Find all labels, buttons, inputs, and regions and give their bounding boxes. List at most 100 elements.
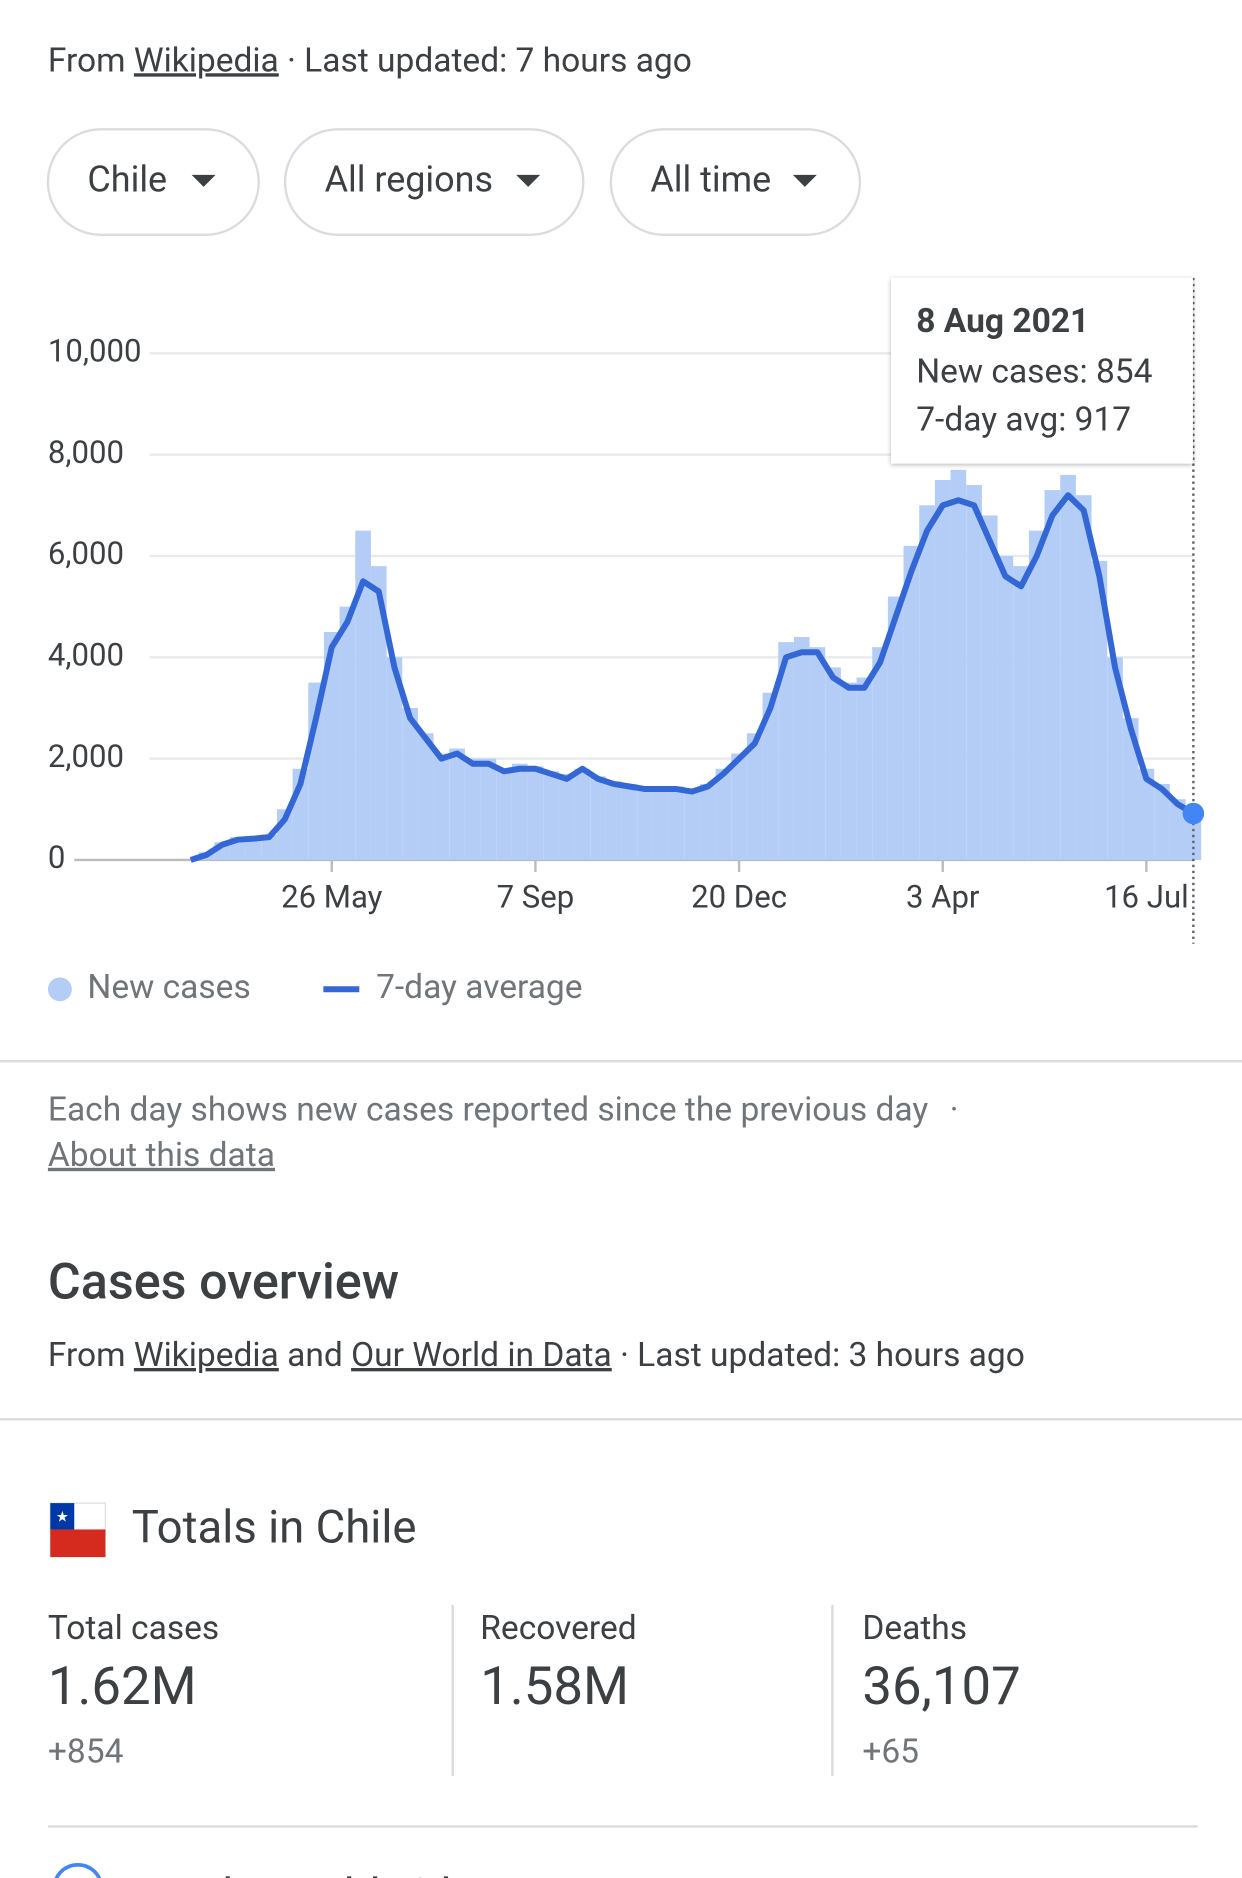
bar xyxy=(496,768,512,860)
stat-change: +65 xyxy=(862,1732,919,1771)
flag-star: ★ xyxy=(56,1508,69,1525)
bar xyxy=(793,637,810,860)
bar xyxy=(1122,718,1139,860)
legend-dot xyxy=(47,977,72,1002)
text: From xyxy=(48,41,126,80)
bar xyxy=(574,768,591,860)
source-line: From Wikipedia · Last updated: 7 hours a… xyxy=(48,41,692,80)
totals-title: Totals in Chile xyxy=(132,1502,417,1555)
bar xyxy=(652,789,669,860)
stat-label: Recovered xyxy=(480,1609,636,1648)
bar xyxy=(1075,495,1092,860)
bar xyxy=(511,763,528,860)
filter-label: Chile xyxy=(87,159,167,201)
hover-dot xyxy=(1182,802,1205,825)
average-line xyxy=(189,492,1195,863)
link[interactable]: Our World in Data xyxy=(351,1336,612,1375)
text: · Last updated: 7 hours ago xyxy=(287,41,692,80)
bar xyxy=(950,469,967,860)
flag-blue xyxy=(50,1503,75,1530)
legend-label: New cases xyxy=(87,968,250,1007)
next-title: Totals worldwide xyxy=(132,1869,476,1878)
separator: · xyxy=(950,1090,959,1129)
y-tick-label: 10,000 xyxy=(48,333,142,370)
x-tick-label: 3 Apr xyxy=(906,879,980,916)
link[interactable]: Wikipedia xyxy=(134,41,279,80)
bar xyxy=(637,786,653,860)
x-tick-label: 16 Jul xyxy=(1104,879,1189,916)
y-tick-label: 2,000 xyxy=(48,738,124,775)
bar xyxy=(715,768,732,860)
bar xyxy=(668,786,685,860)
x-tick-label: 26 May xyxy=(281,879,383,916)
bar xyxy=(370,566,387,860)
dropdown-arrow xyxy=(792,174,817,187)
link[interactable]: About this data xyxy=(48,1136,275,1175)
source-line: From Wikipedia and Our World in Data · L… xyxy=(48,1336,1025,1375)
bar xyxy=(981,515,998,860)
filter-chip[interactable] xyxy=(609,128,862,236)
bar xyxy=(558,773,575,860)
bar xyxy=(919,505,935,860)
x-tick-label: 7 Sep xyxy=(497,879,575,916)
y-tick-label: 4,000 xyxy=(48,637,124,674)
bar xyxy=(856,677,873,860)
note: Each day shows new cases reported since … xyxy=(48,1090,959,1129)
filter-label: All time xyxy=(650,159,771,201)
stats: Total cases 1.62M +854 Recovered 1.58M Deaths… xyxy=(48,1609,1021,1771)
bar xyxy=(966,485,982,860)
bar xyxy=(1028,530,1045,860)
bar xyxy=(621,783,638,860)
bar xyxy=(1185,816,1202,860)
stat-value: 36,107 xyxy=(862,1655,1020,1717)
bar xyxy=(590,776,606,860)
text: · Last updated: 3 hours ago xyxy=(620,1336,1025,1375)
x-tick-label: 20 Dec xyxy=(691,879,787,916)
bar xyxy=(1154,783,1170,860)
bar xyxy=(684,789,700,860)
bar xyxy=(809,647,826,860)
chart: 0 2,000 4,000 6,000 8,000 10,000 26 May 7 Sep 20… xyxy=(47,277,1205,1007)
bar xyxy=(762,692,779,860)
link[interactable]: Wikipedia xyxy=(134,1336,279,1375)
bar xyxy=(339,606,356,860)
bar xyxy=(449,748,465,860)
bar xyxy=(872,647,888,860)
bar xyxy=(245,838,262,860)
text: and xyxy=(287,1336,343,1375)
bar xyxy=(433,753,450,860)
bar xyxy=(543,771,559,860)
bar xyxy=(778,642,794,860)
bar xyxy=(402,707,418,860)
stat-label: Total cases xyxy=(48,1609,219,1648)
bar xyxy=(480,758,497,860)
bar xyxy=(1138,768,1155,860)
bar xyxy=(699,783,716,860)
bar xyxy=(1169,799,1186,860)
bar xyxy=(386,657,403,860)
bar xyxy=(825,667,841,860)
bar xyxy=(840,682,857,860)
bar xyxy=(417,733,434,860)
filter-chip[interactable] xyxy=(46,128,260,236)
bar xyxy=(731,753,747,860)
bar xyxy=(1091,561,1108,860)
filter-label: All regions xyxy=(325,159,493,201)
filters: Chile All regions All time xyxy=(46,128,862,236)
bar xyxy=(355,530,371,860)
tooltip-title: 8 Aug 2021 xyxy=(916,302,1089,341)
bar xyxy=(1044,490,1061,860)
filter-chip[interactable] xyxy=(283,128,585,236)
y-tick-label: 0 xyxy=(48,839,66,876)
stat-change: +854 xyxy=(48,1732,124,1771)
bar xyxy=(261,834,277,860)
flag: ★ xyxy=(49,1502,106,1558)
bar xyxy=(464,758,481,860)
bar xyxy=(527,766,544,860)
bar xyxy=(605,781,622,860)
dropdown-arrow xyxy=(191,174,216,187)
bar xyxy=(1013,566,1029,860)
section-title: Cases overview xyxy=(48,1252,399,1311)
